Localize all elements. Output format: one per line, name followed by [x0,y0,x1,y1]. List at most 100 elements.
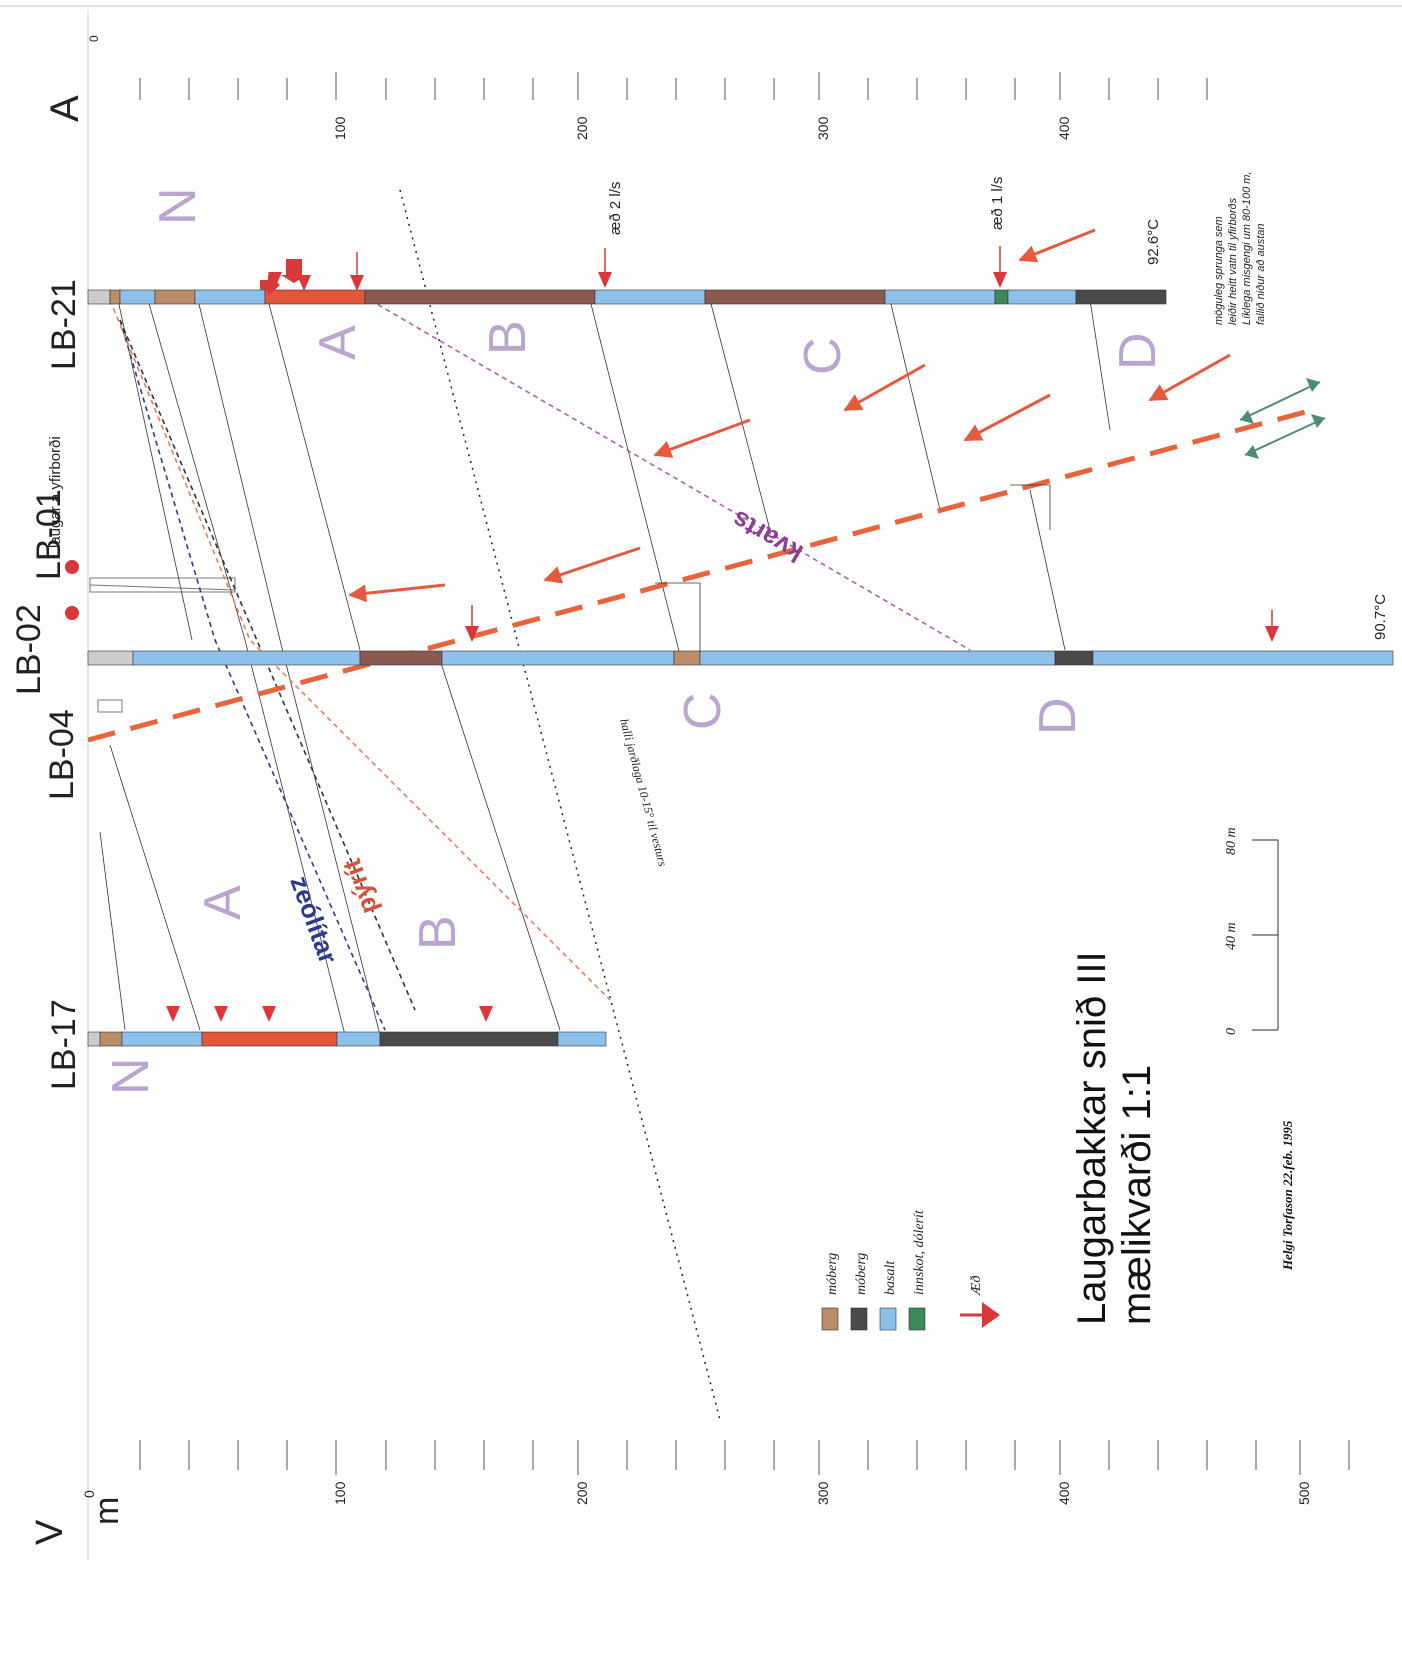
dip-line [399,189,721,1421]
west-depth-tick-200: 200 [574,1481,590,1505]
west-depth-tick-400: 400 [1056,1481,1072,1505]
unit-letter-n-west: N [102,1057,160,1095]
well-lb21-log [87,289,1167,305]
legend-swatch-dolerite [908,1307,926,1331]
inflow-arrow [1265,626,1279,642]
unit-letter-b-west: B [409,915,467,950]
west-depth-tick-500: 500 [1296,1481,1312,1505]
unit-letter-c-mid: C [674,692,732,730]
unit-letter-d-east: D [1109,332,1167,370]
hot-spring-dot [65,606,79,620]
legend-label-moberg-brown: móberg [825,1253,840,1295]
well-label-lb17: LB-17 [45,999,83,1090]
depth-axis-west: 0 100 200 300 400 500 m V [29,1440,1350,1545]
well-lb02-log [87,650,1394,666]
west-end-label: V [29,1519,71,1545]
east-depth-tick-200: 200 [574,116,590,140]
well-labels: LB-17 LB-04 LB-02 LB-01 LB-21 [10,279,83,1090]
inflow-arrow [350,275,364,291]
hot-spring-dot [65,560,79,574]
inflow-arrow [479,1006,493,1022]
unit-letter-a-east: A [309,325,367,360]
inflow-arrow [297,275,311,291]
scale-label-80: 80 m [1224,827,1239,855]
unit-letter-n-east: N [149,187,207,225]
quartz-zone-line [369,299,971,651]
svg-text:fallið niður að austan: fallið niður að austan [1255,223,1267,325]
inflow-arrow [598,272,612,288]
well-lb04-column [97,699,123,713]
well-label-lb01: LB-01 [30,489,68,580]
author-signature: Helgi Torfason 22.feb. 1995 [1280,1120,1295,1271]
unit-letter-a-west: A [194,885,252,920]
flow-note-lower: æð 1 l/s [989,177,1006,230]
unit-letter-c-east: C [794,337,852,375]
well-lb01-column [89,577,236,593]
west-depth-tick-0: 0 [81,1490,97,1498]
scale-label-0: 0 [1224,1028,1239,1035]
unit-letters: N A B C D C D A B N [102,187,1167,1095]
west-depth-tick-100: 100 [332,1481,348,1505]
inflow-arrow [166,1006,180,1022]
pyrite-zone-label: pýrít [336,855,384,919]
inflow-arrow [262,1006,276,1022]
temperature-lb02: 90.7°C [1372,594,1389,640]
well-label-lb02: LB-02 [10,604,48,695]
zeolite-zone-label: zeólítar [284,872,343,968]
inflow-arrow [260,274,280,296]
legend-label-inflow: Æð [969,1276,984,1296]
quartz-zone-label: kvarts [727,504,808,568]
legend-inflow-icon [982,1302,1000,1328]
flow-arrow [843,363,926,412]
diagram-subtitle: mælikvarði 1:1 [1115,1065,1159,1325]
legend-swatch-basalt [879,1307,897,1331]
east-end-label: A [43,95,87,122]
inflow-arrows [166,246,1279,1022]
main-fault-line [87,405,1321,743]
flow-arrow [543,546,641,584]
dip-note: halli jarðlaga 10-15° til vesturs [617,717,670,868]
legend: móberg móberg basalt innskot, dólerít Æð [821,1209,1000,1331]
temperature-lb21: 92.6°C [1145,219,1162,265]
legend-swatch-moberg-brown [821,1307,839,1331]
stratigraphic-boundaries [99,299,1111,1036]
inflow-arrow [465,626,479,642]
east-depth-tick-400: 400 [1056,116,1072,140]
fault-movement-arrows [1239,378,1326,459]
flow-arrow [1018,228,1096,263]
well-lb17-log [87,1031,607,1047]
flow-arrow [963,393,1051,442]
east-depth-tick-100: 100 [332,116,348,140]
hot-spring-label: laugar á yfirborði [47,436,64,548]
zeolite-zone-line [119,319,386,1031]
svg-text:Líklega misgengi um 80-100 m,: Líklega misgengi um 80-100 m, [1241,172,1253,325]
svg-text:leiðir heitt vatn til yfirborð: leiðir heitt vatn til yfirborðs [1227,197,1239,325]
unit-letter-b-east: B [479,320,537,355]
inflow-arrow [268,272,282,288]
diagram-title: Laugarbakkar snið III [1070,951,1114,1325]
east-depth-tick-300: 300 [815,116,831,140]
svg-text:möguleg sprunga sem: möguleg sprunga sem [1213,216,1225,325]
well-label-lb21: LB-21 [45,279,83,370]
inflow-markers [260,274,280,296]
legend-swatch-moberg-dark [850,1307,868,1331]
flow-note-upper: æð 2 l/s [607,182,624,235]
well-label-lb04: LB-04 [43,709,81,800]
inflow-arrow [214,1006,228,1022]
legend-label-basalt: basalt [883,1260,898,1295]
surface-hot-springs: laugar á yfirborði [47,436,79,620]
flow-arrow [348,583,446,603]
east-depth-tick-0: 0 [87,35,101,42]
west-depth-tick-300: 300 [815,1481,831,1505]
inflow-arrow [993,272,1007,288]
scale-bar: 0 40 m 80 m [1224,827,1279,1035]
scale-label-40: 40 m [1224,922,1239,950]
legend-label-dolerite: innskot, dólerít [912,1209,927,1295]
flow-arrow [653,418,751,458]
depth-axis-east: 0 100 200 300 400 A [43,35,1208,140]
depth-unit-label: m [88,1497,126,1525]
legend-label-moberg-dark: móberg [854,1253,869,1295]
unit-letter-d-mid: D [1029,697,1087,735]
